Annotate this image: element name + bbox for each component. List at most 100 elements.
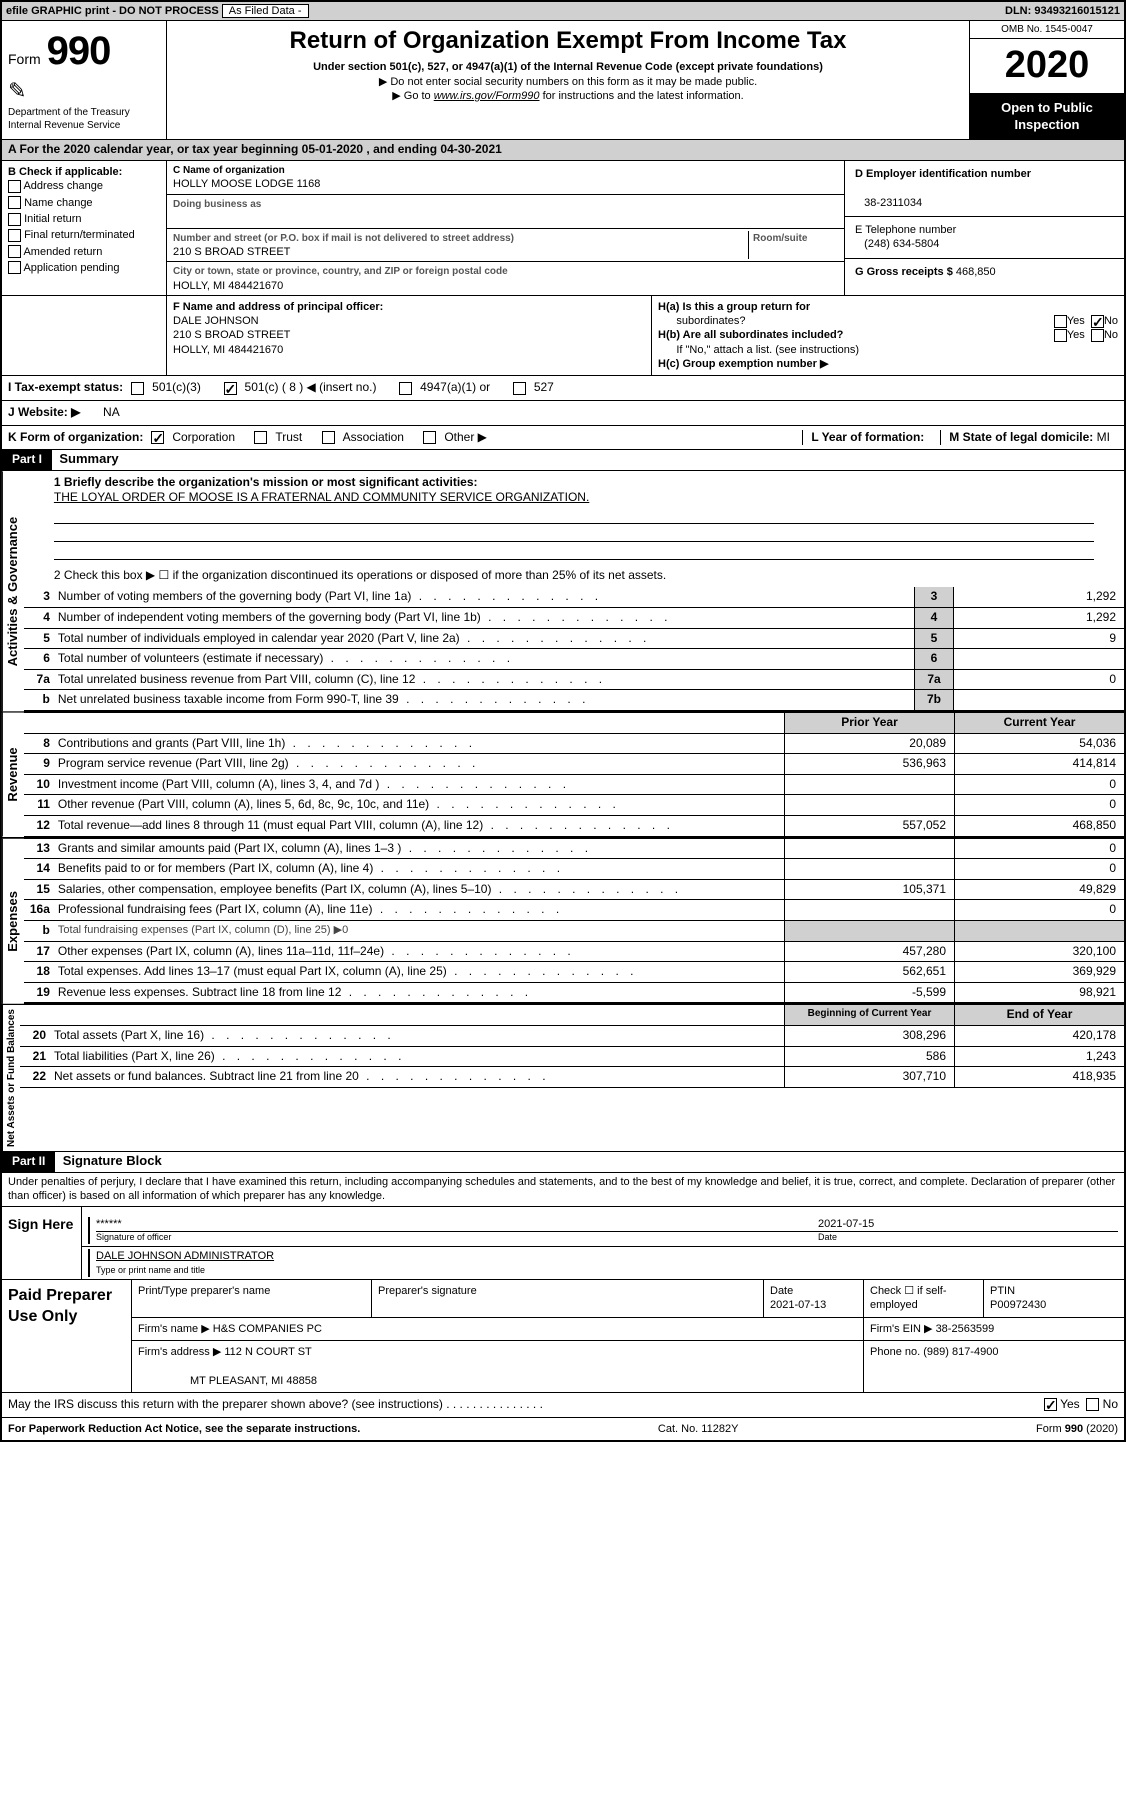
paid-preparer-block: Paid Preparer Use Only Print/Type prepar… — [2, 1279, 1124, 1392]
irs-link[interactable]: www.irs.gov/Form990 — [434, 90, 540, 102]
dln-label: DLN: — [1005, 5, 1031, 17]
hb-no-box[interactable] — [1091, 329, 1104, 342]
header-mid: Return of Organization Exempt From Incom… — [167, 21, 969, 139]
ck-amended[interactable]: Amended return — [8, 245, 160, 259]
hb-yes-box[interactable] — [1054, 329, 1067, 342]
ck-corp[interactable] — [151, 431, 164, 444]
ck-application-pending[interactable]: Application pending — [8, 261, 160, 275]
vtab-expenses: Expenses — [2, 839, 24, 1004]
ck-initial-return[interactable]: Initial return — [8, 212, 160, 226]
firm-addr1: 112 N COURT ST — [224, 1346, 311, 1358]
irs-flourish-icon: ✎ — [8, 77, 160, 106]
ck-address-change[interactable]: Address change — [8, 179, 160, 193]
ck-501c3[interactable] — [131, 382, 144, 395]
header-sub1: Under section 501(c), 527, or 4947(a)(1)… — [175, 60, 961, 74]
form-header: Form 990 ✎ Department of the Treasury In… — [2, 21, 1124, 140]
summary-line: 17 Other expenses (Part IX, column (A), … — [24, 942, 1124, 963]
summary-line: 12 Total revenue—add lines 8 through 11 … — [24, 816, 1124, 837]
ck-other[interactable] — [423, 431, 436, 444]
vtab-revenue: Revenue — [2, 713, 24, 837]
summary-line: 4 Number of independent voting members o… — [24, 608, 1124, 629]
header-sub2: ▶ Do not enter social security numbers o… — [175, 75, 961, 89]
ck-final-return[interactable]: Final return/terminated — [8, 228, 160, 242]
summary-line: 11 Other revenue (Part VIII, column (A),… — [24, 795, 1124, 816]
ck-trust[interactable] — [254, 431, 267, 444]
summary-line: 3 Number of voting members of the govern… — [24, 587, 1124, 608]
summary-line: 7a Total unrelated business revenue from… — [24, 670, 1124, 691]
begin-year-hdr: Beginning of Current Year — [784, 1005, 954, 1025]
rowa-begin: 05-01-2020 — [302, 142, 363, 156]
current-year-hdr: Current Year — [954, 713, 1124, 733]
discuss-yes-box[interactable] — [1044, 1398, 1057, 1411]
inspect-line2: Inspection — [972, 117, 1122, 134]
firm-name: H&S COMPANIES PC — [213, 1323, 322, 1335]
sig-officer-label: Signature of officer — [96, 1231, 818, 1244]
ha-label: H(a) Is this a group return for — [658, 301, 810, 313]
form-number: 990 — [47, 25, 111, 77]
form-990-page: efile GRAPHIC print - DO NOT PROCESS As … — [0, 0, 1126, 1442]
ha-yes-box[interactable] — [1054, 315, 1067, 328]
sig-date-label: Date — [818, 1231, 1118, 1244]
section-h: H(a) Is this a group return for subordin… — [652, 296, 1124, 375]
summary-line: 9 Program service revenue (Part VIII, li… — [24, 754, 1124, 775]
efile-text: efile GRAPHIC print - DO NOT PROCESS — [6, 5, 219, 17]
c-name-label: C Name of organization — [173, 165, 285, 176]
net-assets-section: Net Assets or Fund Balances Beginning of… — [2, 1005, 1124, 1152]
prep-name-label: Print/Type preparer's name — [132, 1280, 372, 1317]
city-state-zip: HOLLY, MI 484421670 — [173, 280, 283, 292]
city-label: City or town, state or province, country… — [173, 266, 508, 277]
officer-name: DALE JOHNSON — [173, 315, 259, 327]
sig-stars: ****** — [96, 1218, 122, 1230]
summary-line: 19 Revenue less expenses. Subtract line … — [24, 983, 1124, 1004]
dln-value: 93493216015121 — [1034, 5, 1120, 17]
ck-assoc[interactable] — [322, 431, 335, 444]
header-left: Form 990 ✎ Department of the Treasury In… — [2, 21, 167, 139]
firm-addr2: MT PLEASANT, MI 48858 — [190, 1375, 317, 1387]
ha-no-box[interactable] — [1091, 315, 1104, 328]
sign-here-label: Sign Here — [2, 1207, 82, 1280]
efile-topbar: efile GRAPHIC print - DO NOT PROCESS As … — [2, 2, 1124, 21]
activities-governance-section: Activities & Governance 1 Briefly descri… — [2, 471, 1124, 713]
phone-label: E Telephone number — [855, 224, 956, 236]
end-year-hdr: End of Year — [954, 1005, 1124, 1025]
gross-value: 468,850 — [956, 266, 996, 278]
sub3-pre: ▶ Go to — [392, 90, 433, 102]
rowa-end: 04-30-2021 — [440, 142, 501, 156]
ha-sub: subordinates? — [676, 315, 745, 327]
ptin-value: P00972430 — [990, 1299, 1046, 1311]
section-d: D Employer identification number 38-2311… — [844, 161, 1124, 295]
part2-title: Signature Block — [59, 1153, 162, 1168]
pra-notice: For Paperwork Reduction Act Notice, see … — [8, 1422, 360, 1436]
ck-527[interactable] — [513, 382, 526, 395]
discuss-no-box[interactable] — [1086, 1398, 1099, 1411]
vtab-netassets: Net Assets or Fund Balances — [2, 1005, 20, 1151]
asfiled-pill: As Filed Data - — [222, 4, 309, 18]
part1-label: Part I — [2, 450, 52, 470]
dba-label: Doing business as — [173, 199, 261, 210]
summary-line: 22 Net assets or fund balances. Subtract… — [20, 1067, 1124, 1088]
ck-501c[interactable] — [224, 382, 237, 395]
summary-line: 10 Investment income (Part VIII, column … — [24, 775, 1124, 796]
paid-preparer-label: Paid Preparer Use Only — [2, 1280, 132, 1392]
part1-header: Part I Summary — [2, 450, 1124, 471]
summary-line: 8 Contributions and grants (Part VIII, l… — [24, 734, 1124, 755]
officer-typed: DALE JOHNSON ADMINISTRATOR — [96, 1250, 274, 1262]
mission-text: THE LOYAL ORDER OF MOOSE IS A FRATERNAL … — [54, 490, 589, 504]
summary-line: 6 Total number of volunteers (estimate i… — [24, 649, 1124, 670]
room-label: Room/suite — [753, 233, 807, 244]
tax-year: 2020 — [970, 39, 1124, 93]
l-label: L Year of formation: — [811, 430, 924, 444]
vtab-activities: Activities & Governance — [2, 471, 24, 711]
ck-4947[interactable] — [399, 382, 412, 395]
officer-addr2: HOLLY, MI 484421670 — [173, 344, 283, 356]
summary-line: 5 Total number of individuals employed i… — [24, 629, 1124, 650]
row-j-website: J Website: ▶ NA — [2, 401, 1124, 426]
f-label: F Name and address of principal officer: — [173, 301, 383, 313]
cat-no: Cat. No. 11282Y — [658, 1422, 739, 1436]
ck-name-change[interactable]: Name change — [8, 196, 160, 210]
m-value: MI — [1097, 430, 1110, 444]
rowa-mid: , and ending — [366, 142, 440, 156]
part1-title: Summary — [55, 451, 118, 466]
addr-label: Number and street (or P.O. box if mail i… — [173, 233, 514, 244]
may-irs-discuss: May the IRS discuss this return with the… — [8, 1397, 443, 1411]
